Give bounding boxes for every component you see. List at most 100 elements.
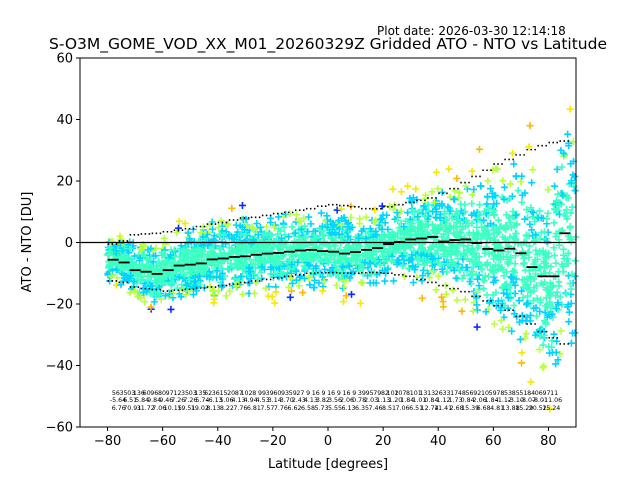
data-point <box>319 273 327 281</box>
data-point <box>143 255 151 263</box>
y-tick-label: −20 <box>46 298 73 313</box>
data-point <box>508 192 516 200</box>
data-point <box>543 215 551 223</box>
data-point <box>375 221 383 229</box>
bin-stat-label: -11.06 <box>542 397 562 404</box>
bin-stat-label: 8 <box>252 390 256 397</box>
bin-stat-label: 4.53 <box>256 397 270 404</box>
bin-stat-label: 2.06 <box>340 397 354 404</box>
data-point <box>536 249 544 257</box>
data-point <box>493 165 501 173</box>
data-point <box>356 220 364 228</box>
bin-stat-label: 102 <box>387 390 399 397</box>
data-point <box>333 281 341 289</box>
data-point <box>230 235 238 243</box>
data-point <box>202 270 210 278</box>
data-point <box>417 233 425 241</box>
bin-stat-label: 1.13 <box>376 397 390 404</box>
data-point <box>350 249 358 257</box>
data-point <box>422 191 430 199</box>
data-point <box>338 214 346 222</box>
data-point <box>558 260 566 268</box>
chart-title: S-O3M_GOME_VOD_XX_M01_20260329Z Gridded … <box>49 35 607 54</box>
data-point <box>567 160 575 168</box>
data-point <box>401 272 409 280</box>
bin-stat-label: 0.84 <box>424 397 438 404</box>
data-point <box>552 292 560 300</box>
data-point <box>521 215 529 223</box>
data-point <box>177 293 185 301</box>
data-point <box>539 364 547 372</box>
data-point <box>216 244 224 252</box>
data-point <box>397 188 405 196</box>
data-point <box>295 217 303 225</box>
bin-stat-label: 6.68 <box>477 405 491 412</box>
data-point <box>344 233 352 241</box>
x-tick-label: −60 <box>149 434 176 449</box>
data-point <box>536 263 544 271</box>
data-point <box>555 200 563 208</box>
data-point <box>323 212 331 220</box>
data-point <box>512 211 520 219</box>
data-point <box>466 248 474 256</box>
data-point <box>347 214 355 222</box>
data-point <box>473 230 481 238</box>
data-point <box>196 265 204 273</box>
data-point <box>352 260 360 268</box>
data-point <box>256 223 264 231</box>
bin-stat-label: 12 <box>173 390 181 397</box>
data-point <box>139 289 147 297</box>
data-point <box>487 185 495 193</box>
data-point <box>563 206 571 214</box>
data-point <box>551 252 559 260</box>
data-point <box>206 282 214 290</box>
data-point <box>417 244 425 252</box>
data-point <box>233 247 241 255</box>
data-point <box>526 122 534 130</box>
data-point <box>359 270 367 278</box>
bin-stat-label: 1.20 <box>388 397 402 404</box>
data-point <box>287 287 295 295</box>
data-point <box>293 211 301 219</box>
bin-stat-label: 2.03 <box>364 397 378 404</box>
data-point <box>279 252 287 260</box>
bin-stat-label: 7.06 <box>396 405 410 412</box>
data-point <box>210 250 218 258</box>
data-point <box>477 182 485 190</box>
bin-stat-label: 7.57 <box>260 405 274 412</box>
data-point <box>295 282 303 290</box>
data-point <box>148 282 156 290</box>
data-point <box>219 269 227 277</box>
data-point <box>508 274 516 282</box>
data-point <box>210 295 218 303</box>
data-point <box>506 219 514 227</box>
data-point <box>310 283 318 291</box>
data-point <box>552 197 560 205</box>
data-point <box>541 317 549 325</box>
data-point <box>209 287 217 295</box>
data-point <box>217 217 225 225</box>
data-point <box>239 290 247 298</box>
data-point <box>537 214 545 222</box>
data-point <box>453 296 461 304</box>
data-point <box>531 331 539 339</box>
data-point <box>522 317 530 325</box>
data-point <box>528 179 536 187</box>
data-point <box>218 283 226 291</box>
data-point <box>418 294 426 302</box>
data-point <box>185 268 193 276</box>
x-tick-label: 20 <box>375 434 392 449</box>
data-point <box>157 274 165 282</box>
bin-stat-label: 4.13 <box>232 397 246 404</box>
bin-stat-label: 62 <box>204 390 212 397</box>
data-point <box>378 202 386 210</box>
data-point <box>550 219 558 227</box>
data-point <box>562 290 570 298</box>
bin-stat-label: 15.39 <box>461 405 479 412</box>
data-point <box>359 251 367 259</box>
bin-stat-label: 102 <box>241 390 253 397</box>
data-point <box>509 267 517 275</box>
data-point <box>552 259 560 267</box>
data-point <box>331 237 339 245</box>
data-point <box>462 182 470 190</box>
